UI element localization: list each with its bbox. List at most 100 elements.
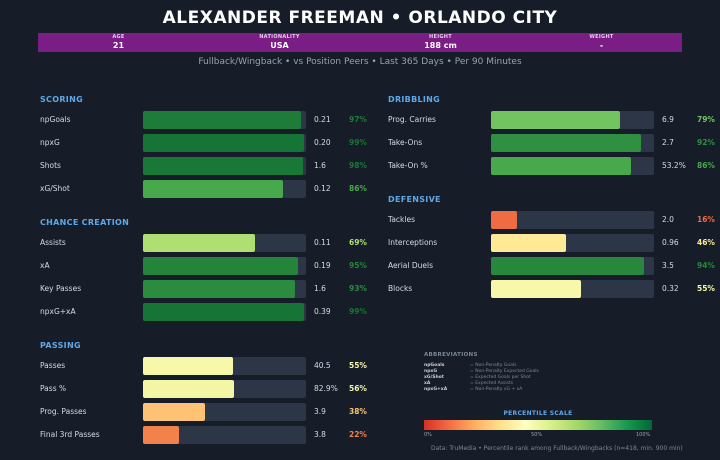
info-weight: WEIGHT -: [521, 33, 682, 52]
metric-label: Interceptions: [388, 238, 438, 247]
metric-value: 3.8: [314, 430, 326, 439]
metric-row: Interceptions 0.96 46%: [388, 234, 720, 252]
metric-percentile: 93%: [349, 284, 367, 293]
metric-row: Final 3rd Passes 3.8 22%: [40, 426, 379, 444]
metric-percentile: 86%: [697, 161, 715, 170]
percentile-bar-track: [491, 111, 654, 129]
percentile-bar-fill: [491, 234, 566, 252]
metric-value: 0.11: [314, 238, 331, 247]
metric-label: Tackles: [388, 215, 416, 224]
scale-tick-min: 0%: [424, 432, 432, 438]
metric-percentile: 56%: [349, 384, 367, 393]
percentile-bar-fill: [143, 357, 233, 375]
abbreviations-title: ABBREVIATIONS: [424, 352, 478, 358]
metric-value: 1.6: [314, 284, 326, 293]
metric-label: Blocks: [388, 284, 413, 293]
metric-row: Passes 40.5 55%: [40, 357, 379, 375]
percentile-bar-track: [491, 211, 654, 229]
metric-label: Prog. Carries: [388, 115, 436, 124]
data-source-footer: Data: TruMedia • Percentile rank among F…: [431, 445, 683, 452]
metric-value: 1.6: [314, 161, 326, 170]
info-value: 21: [112, 41, 125, 50]
abbreviation-row: npGoals = Non-Penalty Goals: [424, 363, 516, 369]
scale-tick-mid: 50%: [531, 432, 543, 438]
metric-value: 0.20: [314, 138, 331, 147]
abbreviation-text: = Non-Penalty Goals: [470, 363, 517, 368]
metric-percentile: 46%: [697, 238, 715, 247]
player-info-bar: AGE 21 NATIONALITY USA HEIGHT 188 cm WEI…: [38, 33, 682, 52]
metric-percentile: 22%: [349, 430, 367, 439]
metric-value: 40.5: [314, 361, 331, 370]
percentile-bar-fill: [143, 403, 205, 421]
percentile-bar-track: [143, 111, 306, 129]
percentile-bar-track: [143, 134, 306, 152]
percentile-bar-track: [143, 157, 306, 175]
metric-value: 0.96: [662, 238, 679, 247]
info-value: USA: [270, 41, 289, 50]
percentile-bar-fill: [143, 180, 284, 198]
metric-label: Pass %: [40, 384, 67, 393]
metric-percentile: 55%: [697, 284, 715, 293]
info-label: AGE: [112, 34, 125, 40]
metric-percentile: 95%: [349, 261, 367, 270]
metric-value: 0.19: [314, 261, 331, 270]
info-height: HEIGHT 188 cm: [360, 33, 521, 52]
metric-value: 2.0: [662, 215, 674, 224]
abbreviation-text: = Expected Goals per Shot: [470, 375, 531, 380]
metric-value: 0.21: [314, 115, 331, 124]
page-subtitle: Fullback/Wingback • vs Position Peers • …: [198, 57, 522, 67]
metric-row: Assists 0.11 69%: [40, 234, 379, 252]
info-value: -: [599, 41, 604, 50]
metric-percentile: 98%: [349, 161, 367, 170]
metric-row: Prog. Carries 6.9 79%: [388, 111, 720, 129]
metric-row: Shots 1.6 98%: [40, 157, 379, 175]
percentile-bar-fill: [143, 380, 235, 398]
abbreviation-text: = Expected Assists: [470, 381, 514, 386]
metric-row: npGoals 0.21 97%: [40, 111, 379, 129]
abbreviation-key: npxG: [424, 369, 438, 374]
percentile-bar-fill: [143, 257, 298, 275]
percentile-bar-track: [143, 234, 306, 252]
abbreviation-key: npxG+xA: [424, 387, 448, 392]
percentile-bar-track: [143, 403, 306, 421]
metric-row: Take-On % 53.2% 86%: [388, 157, 720, 175]
metric-label: Shots: [40, 161, 61, 170]
percentile-bar-track: [491, 157, 654, 175]
percentile-scale-title: PERCENTILE SCALE: [503, 410, 573, 417]
metric-row: npxG+xA 0.39 99%: [40, 303, 379, 321]
percentile-bar-track: [143, 426, 306, 444]
abbreviation-text: = Non-Penalty xG + xA: [470, 387, 523, 392]
metric-label: Take-Ons: [388, 138, 423, 147]
metric-value: 0.12: [314, 184, 331, 193]
abbreviation-text: = Non-Penalty Expected Goals: [470, 369, 539, 374]
percentile-bar-fill: [143, 303, 305, 321]
metric-label: Aerial Duels: [388, 261, 433, 270]
abbreviation-key: xA: [424, 381, 431, 386]
metric-value: 53.2%: [662, 161, 686, 170]
info-age: AGE 21: [38, 33, 199, 52]
abbreviation-key: xG/Shot: [424, 375, 444, 380]
percentile-bar-track: [491, 280, 654, 298]
metric-label: npxG+xA: [40, 307, 76, 316]
metric-value: 6.9: [662, 115, 674, 124]
metric-percentile: 16%: [697, 215, 715, 224]
metric-value: 2.7: [662, 138, 674, 147]
percentile-bar-fill: [143, 280, 295, 298]
section-title-scoring: SCORING: [40, 95, 83, 104]
section-title-passing: PASSING: [40, 341, 81, 350]
metric-percentile: 69%: [349, 238, 367, 247]
percentile-bar-track: [143, 303, 306, 321]
metric-label: Key Passes: [40, 284, 82, 293]
percentile-bar-track: [491, 134, 654, 152]
metric-row: Key Passes 1.6 93%: [40, 280, 379, 298]
scale-tick-max: 100%: [636, 432, 651, 438]
percentile-bar-track: [143, 257, 306, 275]
section-title-dribbling: DRIBBLING: [388, 95, 441, 104]
info-label: NATIONALITY: [259, 34, 300, 40]
percentile-bar-fill: [143, 234, 256, 252]
metric-row: Blocks 0.32 55%: [388, 280, 720, 298]
metric-label: npGoals: [40, 115, 71, 124]
metric-percentile: 99%: [349, 138, 367, 147]
percentile-bar-fill: [491, 111, 620, 129]
metric-percentile: 99%: [349, 307, 367, 316]
